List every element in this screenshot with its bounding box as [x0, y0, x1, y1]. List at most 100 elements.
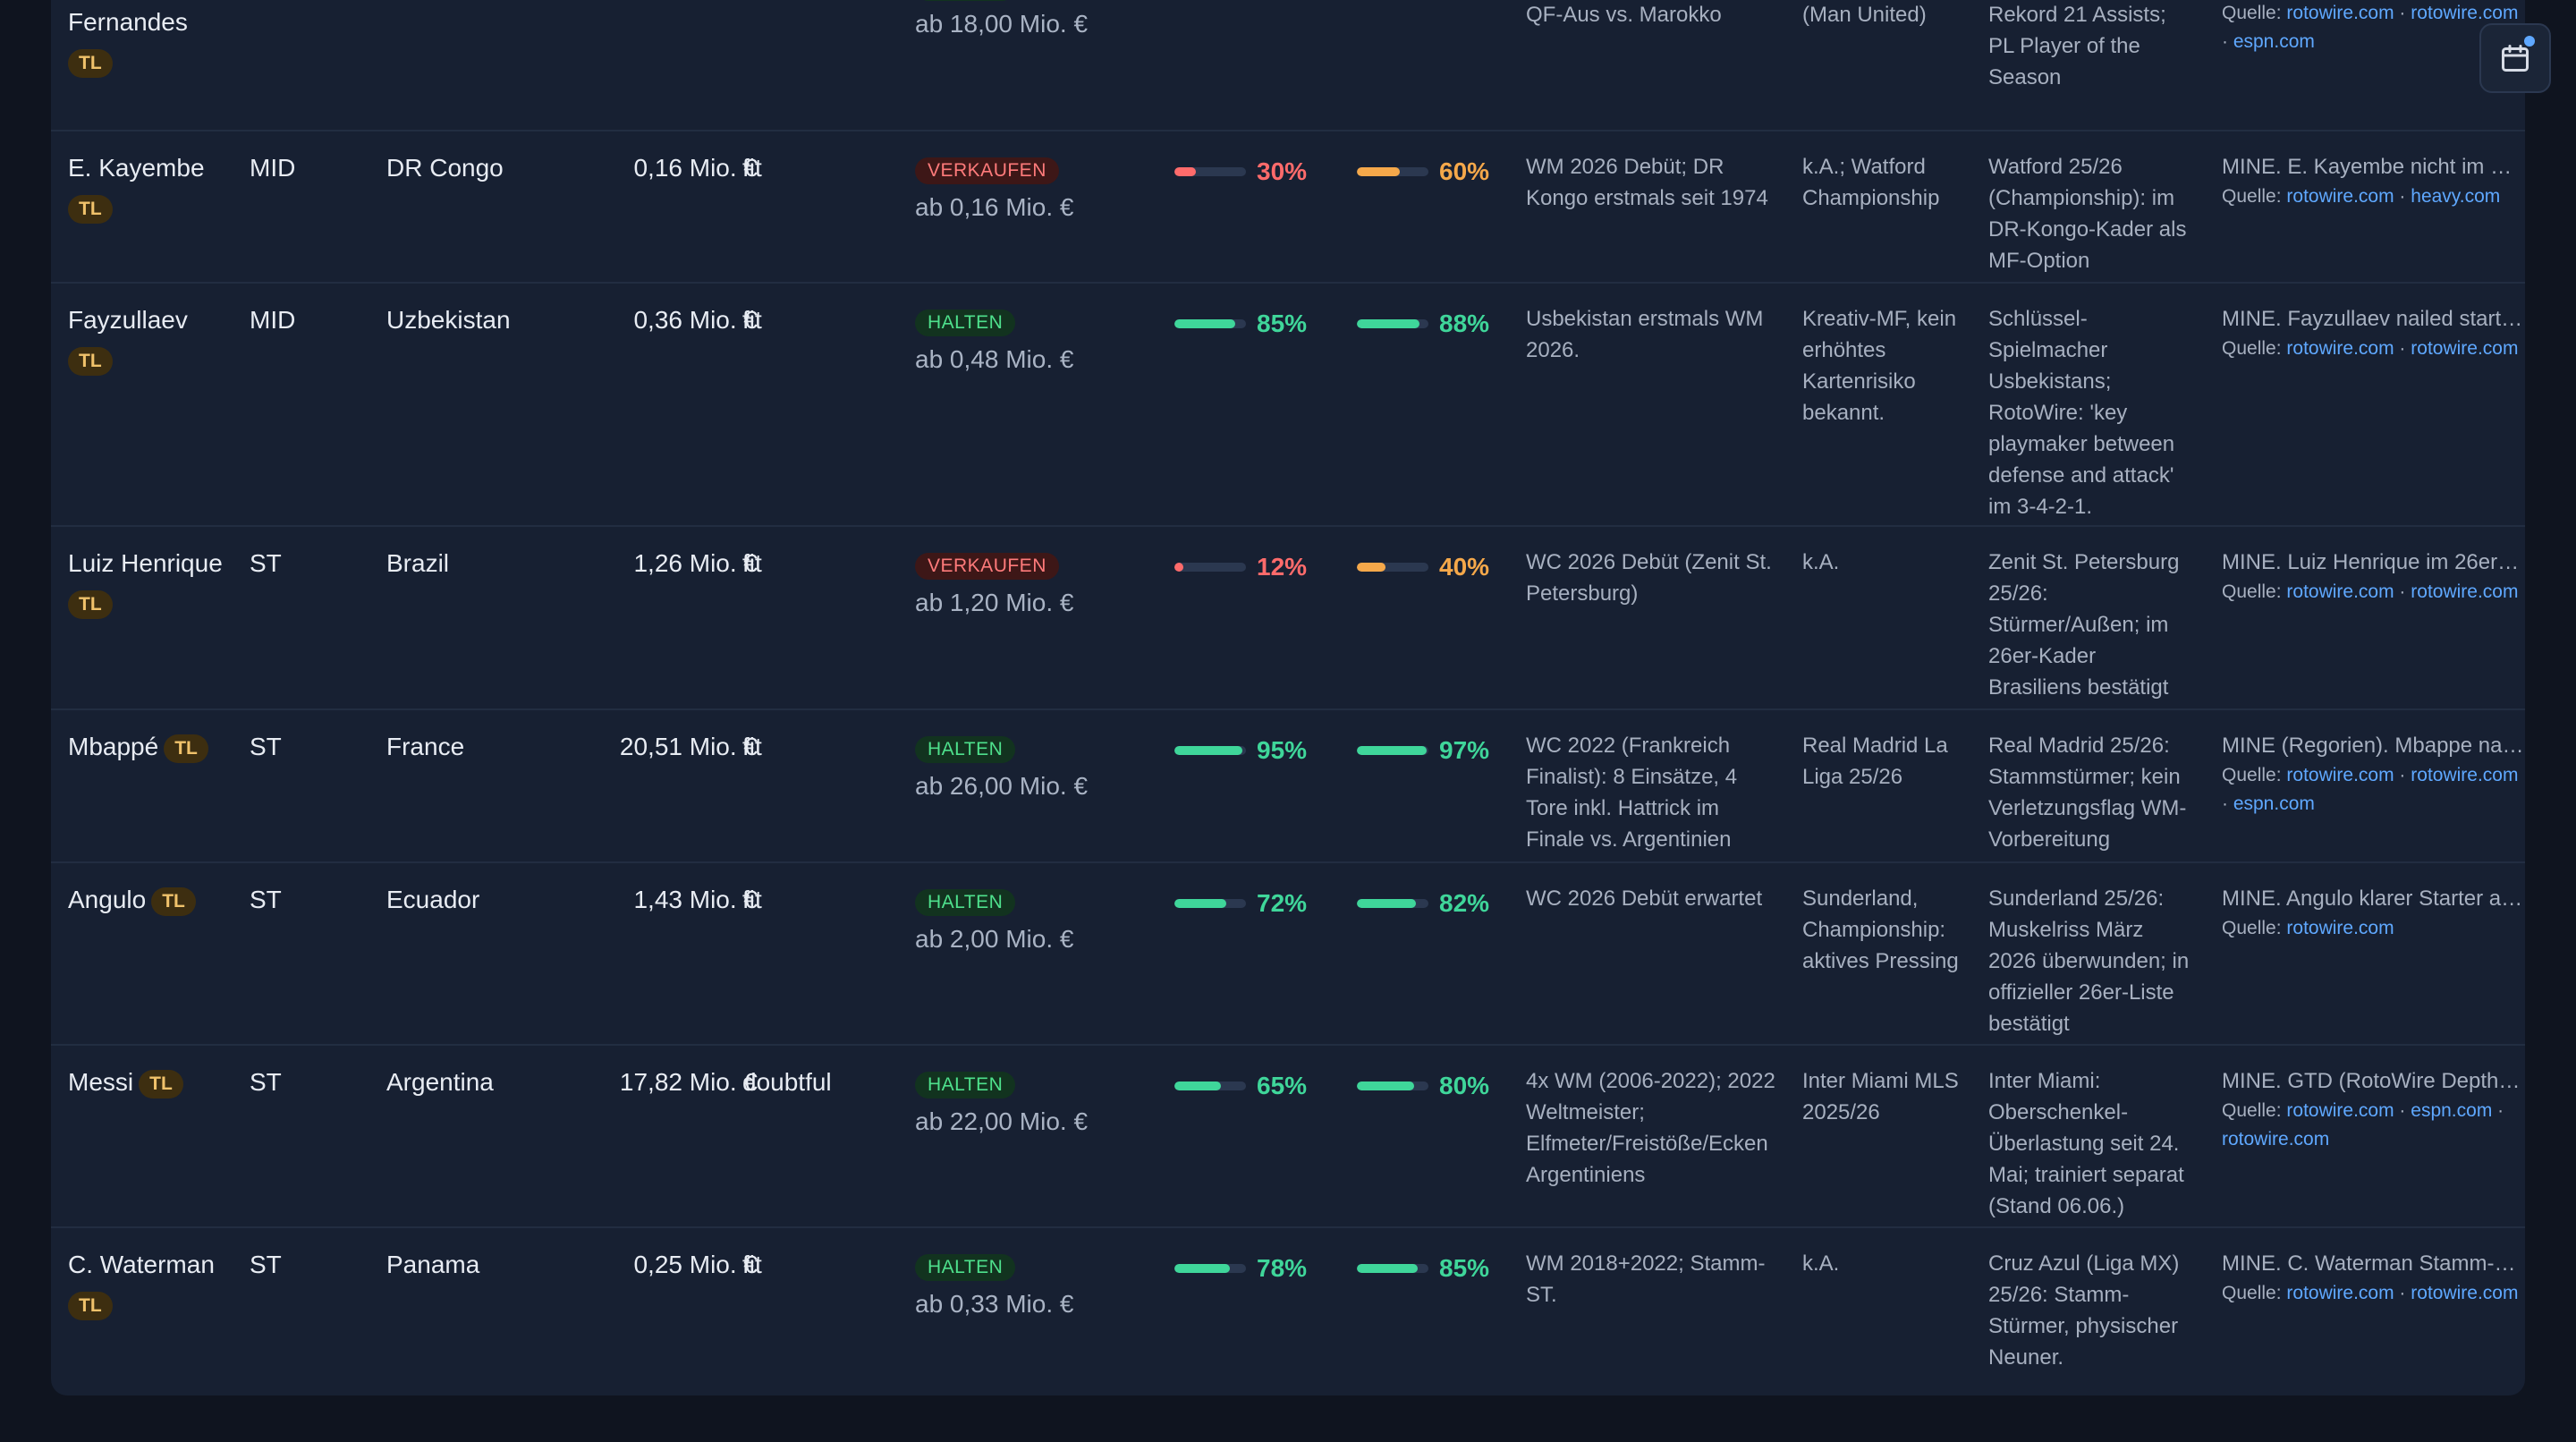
source-link[interactable]: rotowire.com	[2286, 1283, 2394, 1303]
nomination-probability-cell: 97%	[1357, 0, 1489, 7]
source-link[interactable]: rotowire.com	[2286, 1100, 2394, 1121]
player-name[interactable]: C. Waterman	[68, 1251, 215, 1278]
source-link[interactable]: rotowire.com	[2411, 1283, 2519, 1303]
calendar-icon	[2502, 45, 2529, 72]
player-name[interactable]: Mbappé	[68, 733, 159, 760]
analysis-text: MINE (Regorien). Mbappe naile Stamm-ST F…	[2222, 734, 2525, 758]
start-probability-bar: 85%	[1174, 305, 1307, 343]
progress-track	[1357, 899, 1428, 908]
source-link[interactable]: rotowire.com	[2411, 581, 2519, 602]
player-name[interactable]: Angulo	[68, 886, 147, 913]
tl-badge: TL	[68, 194, 113, 224]
analysis-text: MINE. Luiz Henrique im 26er-Kader, NICHT…	[2222, 550, 2525, 574]
market-value: 17,82 Mio. €	[619, 1068, 758, 1096]
nation: Brazil	[386, 549, 450, 577]
nation: DR Congo	[386, 154, 504, 182]
source-link[interactable]: rotowire.com	[2286, 3, 2394, 23]
recommendation: HALTEN ab 2,00 Mio. €	[915, 881, 1174, 958]
source-link[interactable]: rotowire.com	[2411, 338, 2519, 359]
form-notes: Cruz Azul (Liga MX) 25/26: Stamm-Stürmer…	[1988, 1251, 2180, 1370]
sources: Quelle: rotowire.com · rotowire.com · es…	[2222, 3, 2519, 52]
source-link[interactable]: rotowire.com	[2286, 581, 2394, 602]
analysis-text: MINE. Angulo klarer Starter als rechter …	[2222, 886, 2525, 911]
player-name[interactable]: Fayzullaev	[68, 306, 188, 334]
start-probability-bar: 95%	[1174, 732, 1307, 769]
nation: Portugal	[386, 0, 479, 4]
source-link[interactable]: espn.com	[2233, 793, 2315, 814]
club-context: League 25/26 (Man United)	[1802, 3, 1927, 27]
market-value: 16,69 Mio. €	[588, 0, 758, 4]
source-link[interactable]: heavy.com	[2411, 186, 2501, 207]
nomination-probability-cell: 82%	[1357, 881, 1489, 922]
position: ST	[250, 1068, 282, 1096]
player-name-cell: E. Kayembe TL	[68, 149, 238, 225]
analysis-text: MINE. C. Waterman Stamm-ST Panama 4-2-3-…	[2222, 1251, 2525, 1276]
form-notes: Sunderland 25/26: Muskelriss März 2026 ü…	[1988, 886, 2190, 1036]
recommendation-badge: HALTEN	[915, 889, 1016, 916]
table-row[interactable]: Mbappé TL ST France 20,51 Mio. € fit HALTEN ab …	[51, 708, 2525, 863]
tl-badge: TL	[68, 1291, 113, 1320]
player-name-cell: Fayzullaev TL	[68, 301, 238, 377]
progress-fill	[1357, 899, 1416, 908]
table-row[interactable]: Angulo TL ST Ecuador 1,43 Mio. € fit HALTEN ab …	[51, 861, 2525, 1046]
source-label: Quelle:	[2222, 1100, 2282, 1121]
player-name[interactable]: Luiz Henrique	[68, 549, 223, 577]
source-link[interactable]: espn.com	[2411, 1100, 2493, 1121]
fitness-status: fit	[742, 549, 762, 577]
progress-track	[1357, 746, 1428, 755]
position: ST	[250, 886, 282, 913]
table-row[interactable]: Fayzullaev TL MID Uzbekistan 0,36 Mio. € fit H…	[51, 282, 2525, 527]
tl-badge: TL	[68, 590, 113, 619]
analysis-notes: MINE. GTD (RotoWire Depth: Messi GTD). E…	[2222, 1065, 2525, 1154]
tournament-history: WM 2018+2022; Stamm-ST.	[1526, 1251, 1766, 1307]
form-notes: Watford 25/26 (Championship): im DR-Kong…	[1988, 155, 2187, 273]
position: MID	[250, 0, 295, 4]
calendar-button[interactable]	[2479, 23, 2551, 93]
table-row[interactable]: Bruno Fernandes TL MID Portugal 16,69 Mio. €…	[51, 0, 2525, 131]
progress-fill	[1357, 1082, 1414, 1090]
tournament-history: WM 2026 Debüt; DR Kongo erstmals seit 19…	[1526, 155, 1768, 210]
table-row[interactable]: Luiz Henrique TL ST Brazil 1,26 Mio. € fit VER…	[51, 525, 2525, 710]
position: MID	[250, 154, 296, 182]
progress-fill	[1357, 1264, 1418, 1273]
player-name[interactable]: E. Kayembe	[68, 154, 205, 182]
nation: Ecuador	[386, 886, 480, 913]
source-link[interactable]: rotowire.com	[2411, 765, 2519, 785]
sources: Quelle: rotowire.com · rotowire.com	[2222, 581, 2519, 602]
source-link[interactable]: rotowire.com	[2286, 186, 2394, 207]
source-link[interactable]: rotowire.com	[2286, 338, 2394, 359]
source-link[interactable]: rotowire.com	[2222, 1129, 2330, 1149]
progress-track	[1357, 1082, 1428, 1090]
analysis-notes: MINE (Regorien). Mbappe naile Stamm-ST F…	[2222, 730, 2525, 819]
fitness-status: fit	[742, 306, 762, 334]
club-context: k.A.; Watford Championship	[1802, 155, 1940, 210]
tournament-history: (GS+R16+QF), 2G 3A; QF-Aus vs. Marokko	[1526, 3, 1722, 27]
progress-track	[1174, 746, 1246, 755]
player-name[interactable]: Bruno Fernandes	[68, 8, 188, 36]
player-name-cell: Bruno Fernandes TL	[68, 0, 238, 79]
source-link[interactable]: espn.com	[2233, 31, 2315, 52]
start-probability-percent: 78%	[1257, 1254, 1308, 1282]
nomination-probability-bar: 97%	[1357, 732, 1489, 769]
start-probability-cell: 85%	[1174, 301, 1307, 343]
recommendation: HALTEN ab 0,33 Mio. €	[915, 1246, 1174, 1323]
club-context: Sunderland, Championship: aktives Pressi…	[1802, 886, 1959, 973]
source-label: Quelle:	[2222, 765, 2282, 785]
position: ST	[250, 549, 282, 577]
recommendation-price: ab 18,00 Mio. €	[915, 10, 1089, 38]
recommendation-badge: VERKAUFEN	[915, 553, 1059, 580]
progress-fill	[1357, 746, 1427, 755]
nomination-probability-cell: 60%	[1357, 149, 1489, 191]
table-row[interactable]: E. Kayembe TL MID DR Congo 0,16 Mio. € fit VER…	[51, 130, 2525, 284]
table-row[interactable]: Messi TL ST Argentina 17,82 Mio. € doubtful HA…	[51, 1044, 2525, 1228]
club-context: Real Madrid La Liga 25/26	[1802, 734, 1948, 789]
source-link[interactable]: rotowire.com	[2411, 3, 2519, 23]
table-row[interactable]: C. Waterman TL ST Panama 0,25 Mio. € fit HALTE…	[51, 1226, 2525, 1378]
recommendation-badge: HALTEN	[915, 0, 1016, 1]
nomination-probability-bar: 88%	[1357, 305, 1489, 343]
start-probability-percent: 95%	[1257, 736, 1308, 764]
source-link[interactable]: rotowire.com	[2286, 765, 2394, 785]
player-name[interactable]: Messi	[68, 1068, 134, 1096]
position: ST	[250, 1251, 282, 1278]
source-link[interactable]: rotowire.com	[2286, 918, 2394, 938]
